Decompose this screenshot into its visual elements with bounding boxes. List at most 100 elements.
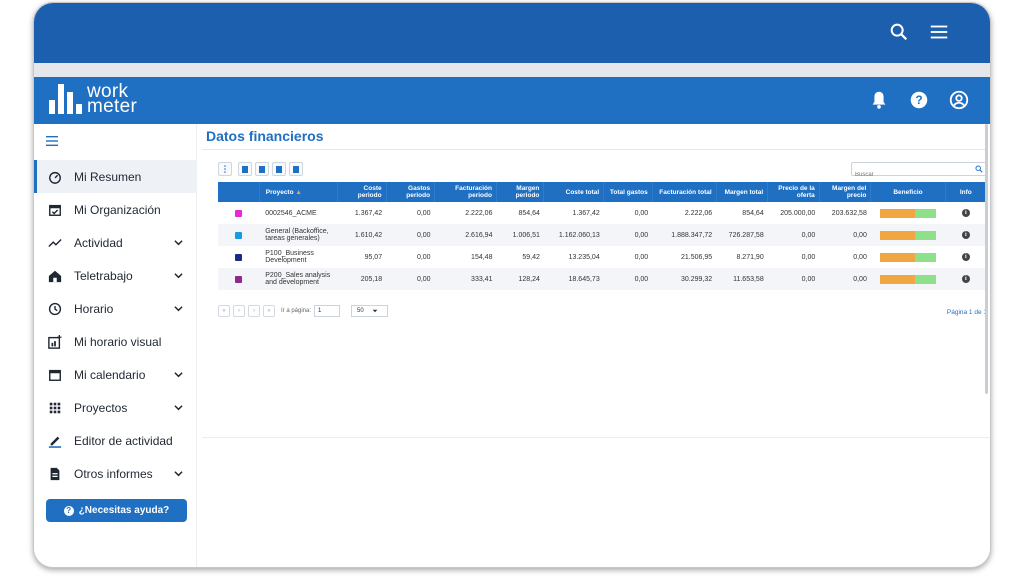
info-icon[interactable]: i <box>961 209 970 217</box>
column-header-proyecto[interactable]: Proyecto ▲ <box>259 182 339 202</box>
column-header-gastos-periodo[interactable]: Gastos periodo <box>386 182 436 202</box>
copy-icon <box>293 165 299 173</box>
columns-toggle-button[interactable] <box>218 162 232 176</box>
sidebar-item-mi-calendario[interactable]: Mi calendario <box>34 358 197 391</box>
bell-icon[interactable] <box>868 89 890 111</box>
scrollbar[interactable] <box>985 124 988 394</box>
sidebar-item-horario[interactable]: Horario <box>34 292 197 325</box>
table-row[interactable]: General (Backoffice, tareas generales) 1… <box>218 224 987 246</box>
sidebar-item-mi-horario-visual[interactable]: Mi horario visual <box>34 325 197 358</box>
column-header-margen-precio[interactable]: Margen del precio <box>819 182 872 202</box>
info-icon[interactable]: i <box>961 231 970 239</box>
gastos-periodo-cell: 0,00 <box>416 209 431 217</box>
project-name: P200_Sales analysis and development <box>259 268 338 290</box>
facturacion-total-cell: 21.506,95 <box>681 253 713 261</box>
margen-total-cell: 11.653,58 <box>716 268 768 290</box>
financial-data-panel: Proyecto ▲ Coste periodo Gastos periodo … <box>202 154 990 438</box>
csv-icon <box>259 165 265 173</box>
help-button[interactable]: ? ¿Necesitas ayuda? <box>46 499 187 522</box>
page-size-select[interactable]: 50 <box>351 305 389 317</box>
column-header-coste-periodo[interactable]: Coste periodo <box>337 182 387 202</box>
top-bar <box>34 3 990 63</box>
coste-total-cell: 18.645,73 <box>543 268 604 290</box>
column-header-precio-oferta[interactable]: Precio de la oferta <box>767 182 820 202</box>
project-color-swatch <box>235 253 243 261</box>
calendar-check-icon <box>49 204 61 216</box>
chevron-down-icon[interactable] <box>174 304 183 313</box>
workmeter-logo[interactable]: work meter <box>49 82 137 116</box>
sidebar-item-label: Teletrabajo <box>74 268 133 283</box>
column-header-margen-total[interactable]: Margen total <box>716 182 769 202</box>
color-column-header <box>218 182 260 202</box>
chevron-down-icon[interactable] <box>174 271 183 280</box>
info-icon[interactable]: i <box>961 275 970 283</box>
user-icon[interactable] <box>948 89 970 111</box>
margen-total-cell: 726.287,58 <box>716 224 768 246</box>
margen-periodo-cell: 1.006,51 <box>496 224 544 246</box>
search-icon[interactable] <box>975 165 983 173</box>
sidebar-item-teletrabajo[interactable]: Teletrabajo <box>34 259 197 292</box>
beneficio-bar-margin <box>914 230 936 240</box>
sidebar: Mi Resumen Mi Organización Actividad Tel… <box>34 124 197 567</box>
copy-button[interactable] <box>289 162 303 176</box>
sidebar-item-mi-organizacion[interactable]: Mi Organización <box>34 193 197 226</box>
table-row[interactable]: P200_Sales analysis and development 205,… <box>218 268 987 290</box>
header-separator <box>34 63 990 77</box>
beneficio-bar-margin <box>914 208 936 218</box>
sidebar-item-mi-resumen[interactable]: Mi Resumen <box>34 160 197 193</box>
column-header-coste-total[interactable]: Coste total <box>543 182 605 202</box>
sidebar-item-label: Mi Organización <box>74 202 161 217</box>
search-icon[interactable] <box>888 21 910 43</box>
hamburger-menu-icon[interactable] <box>928 21 950 43</box>
column-header-facturacion-periodo[interactable]: Facturación periodo <box>434 182 497 202</box>
financial-table: Proyecto ▲ Coste periodo Gastos periodo … <box>218 182 988 290</box>
total-gastos-cell: 0,00 <box>634 253 649 261</box>
table-row[interactable]: 0002546_ACME 1.367,42 0,00 2.222,06 854,… <box>218 202 987 224</box>
gastos-periodo-cell: 0,00 <box>386 268 435 290</box>
column-header-facturacion-total[interactable]: Facturación total <box>652 182 717 202</box>
total-gastos-cell: 0,00 <box>603 224 653 246</box>
column-header-total-gastos[interactable]: Total gastos <box>603 182 653 202</box>
chevron-down-icon[interactable] <box>174 469 183 478</box>
export-excel-button[interactable] <box>272 162 286 176</box>
sidebar-item-actividad[interactable]: Actividad <box>34 226 197 259</box>
total-gastos-cell: 0,00 <box>603 268 653 290</box>
coste-periodo-cell: 95,07 <box>364 253 383 261</box>
chevron-down-icon[interactable] <box>174 370 183 379</box>
table-header-row: Proyecto ▲ Coste periodo Gastos periodo … <box>218 182 988 202</box>
sidebar-item-otros-informes[interactable]: Otros informes <box>34 457 197 490</box>
chevron-down-icon[interactable] <box>174 238 183 247</box>
coste-total-cell: 1.367,42 <box>572 209 600 217</box>
svg-text:?: ? <box>915 93 922 107</box>
chevron-down-icon[interactable] <box>174 403 183 412</box>
export-document-button[interactable] <box>238 162 252 176</box>
search-input[interactable] <box>852 169 970 181</box>
menu-toggle-icon[interactable] <box>46 136 58 146</box>
main-content: Datos financieros Proyecto ▲ Cost <box>202 124 990 567</box>
logo-bars-icon <box>49 84 82 114</box>
facturacion-total-cell: 30.299,32 <box>652 268 717 290</box>
first-page-button[interactable]: « <box>218 305 230 317</box>
table-row[interactable]: P100_Business Development 95,07 0,00 154… <box>218 246 987 268</box>
last-page-button[interactable]: » <box>263 305 275 317</box>
facturacion-periodo-cell: 2.616,94 <box>434 224 497 246</box>
sidebar-item-label: Editor de actividad <box>74 433 173 448</box>
prev-page-button[interactable]: ‹ <box>233 305 245 317</box>
beneficio-bar <box>879 252 936 262</box>
beneficio-bar-cost <box>879 230 915 240</box>
column-header-beneficio[interactable]: Beneficio <box>870 182 946 202</box>
total-gastos-cell: 0,00 <box>634 209 649 217</box>
more-vertical-icon <box>224 165 226 173</box>
next-page-button[interactable]: › <box>248 305 260 317</box>
beneficio-bar <box>879 230 936 240</box>
column-header-margen-periodo[interactable]: Margen periodo <box>496 182 545 202</box>
info-icon[interactable]: i <box>961 253 970 261</box>
page-number-input[interactable]: 1 <box>314 305 341 317</box>
facturacion-total-cell: 2.222,06 <box>684 209 713 217</box>
sidebar-item-proyectos[interactable]: Proyectos <box>34 391 197 424</box>
help-icon[interactable]: ? <box>908 89 930 111</box>
margen-periodo-cell: 128,24 <box>496 268 544 290</box>
margen-total-cell: 854,64 <box>742 209 764 217</box>
sidebar-item-editor-de-actividad[interactable]: Editor de actividad <box>34 424 197 457</box>
export-csv-button[interactable] <box>255 162 269 176</box>
